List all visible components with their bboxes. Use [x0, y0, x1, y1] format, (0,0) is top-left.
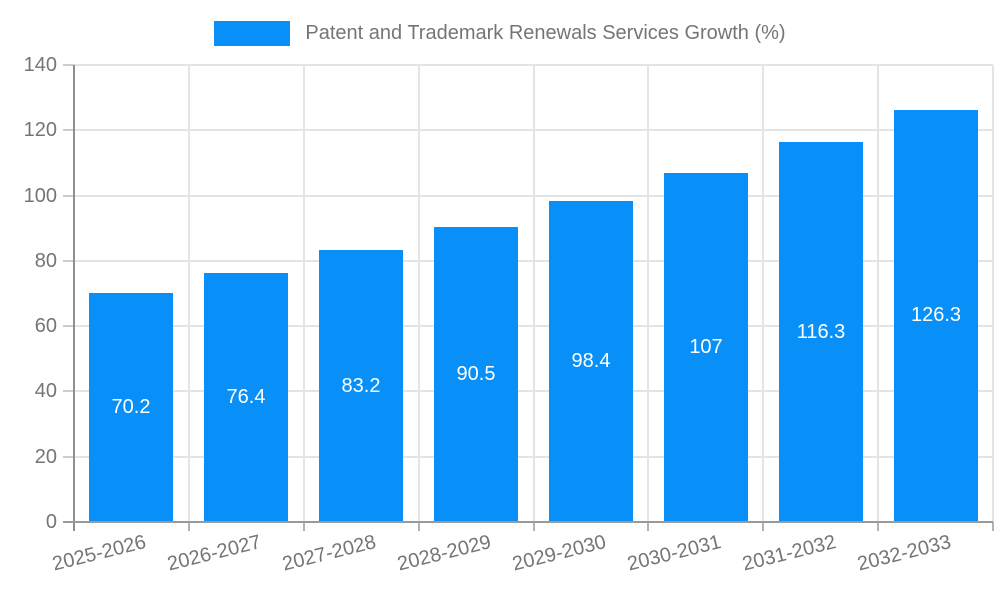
legend-swatch — [214, 20, 291, 46]
legend-label: Patent and Trademark Renewals Services G… — [305, 21, 786, 44]
bar: 70.2 — [89, 292, 173, 522]
legend-item[interactable]: Patent and Trademark Renewals Services G… — [0, 19, 1000, 47]
bar: 116.3 — [779, 142, 863, 522]
y-tick — [63, 129, 74, 132]
x-tick — [187, 522, 190, 531]
y-tick-label: 80 — [34, 249, 57, 272]
x-tick — [877, 522, 880, 531]
y-tick — [63, 455, 74, 458]
x-tick — [417, 522, 420, 531]
y-tick-label: 140 — [23, 54, 57, 76]
y-tick-label: 120 — [23, 119, 57, 142]
y-tick-label: 60 — [34, 315, 57, 338]
y-tick — [63, 325, 74, 328]
bar: 76.4 — [204, 272, 288, 522]
v-gridline — [532, 65, 535, 522]
x-tick — [992, 522, 994, 531]
y-tick — [63, 390, 74, 393]
bar: 83.2 — [319, 250, 403, 522]
x-tick — [647, 522, 650, 531]
y-tick-label: 100 — [23, 184, 57, 207]
bar-value-label: 70.2 — [111, 395, 151, 418]
x-axis-line — [63, 521, 993, 523]
bar: 107 — [664, 172, 748, 522]
y-tick — [63, 194, 74, 197]
v-gridline — [992, 65, 994, 522]
bar-value-label: 116.3 — [796, 320, 846, 343]
bar-value-label: 90.5 — [456, 362, 496, 385]
y-tick-label: 0 — [45, 511, 57, 533]
bar: 90.5 — [434, 226, 518, 522]
bar: 126.3 — [894, 109, 978, 522]
bar: 98.4 — [549, 200, 633, 522]
v-gridline — [187, 65, 190, 522]
v-gridline — [417, 65, 420, 522]
y-tick-label: 40 — [34, 380, 57, 403]
bar-value-label: 98.4 — [571, 349, 611, 372]
v-gridline — [762, 65, 765, 522]
bar-value-label: 126.3 — [910, 304, 962, 327]
y-tick — [63, 64, 74, 66]
v-gridline — [647, 65, 650, 522]
v-gridline — [302, 65, 305, 522]
x-tick — [762, 522, 765, 531]
y-tick — [63, 259, 74, 262]
y-tick-label: 20 — [34, 445, 57, 468]
y-axis-line — [73, 65, 75, 531]
x-tick — [532, 522, 535, 531]
x-tick — [302, 522, 305, 531]
bar-value-label: 83.2 — [341, 374, 381, 397]
bar-value-label: 76.4 — [226, 385, 266, 408]
bar-value-label: 107 — [689, 335, 723, 358]
v-gridline — [877, 65, 880, 522]
